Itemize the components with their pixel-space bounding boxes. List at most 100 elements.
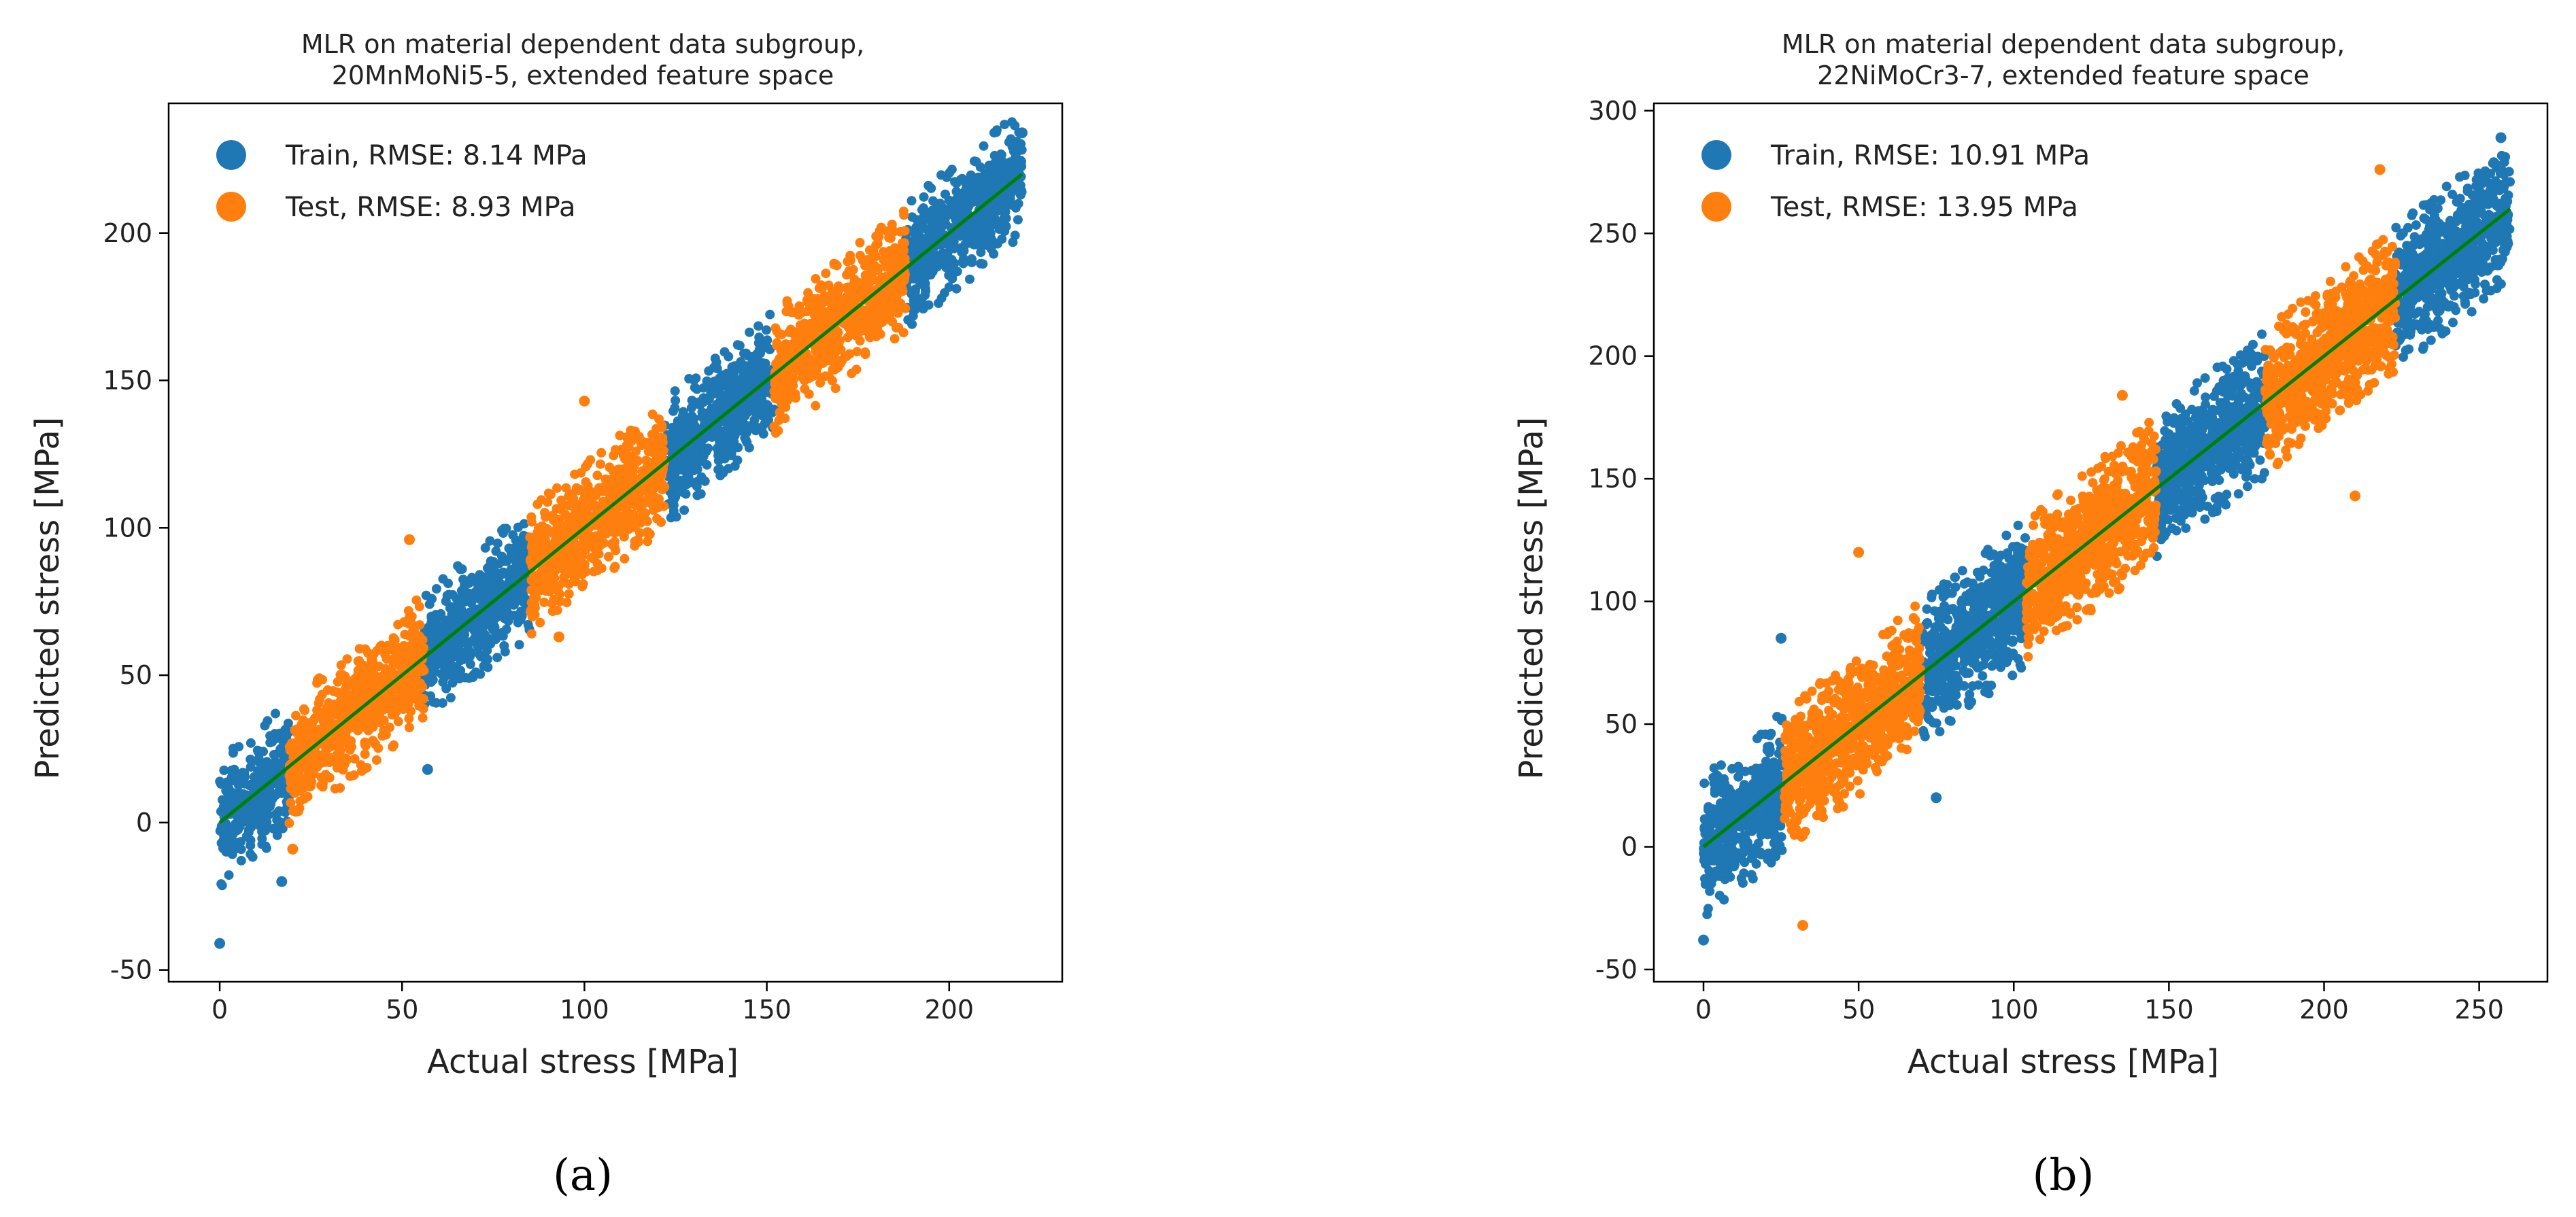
data-point xyxy=(1706,878,1716,889)
data-point xyxy=(341,681,352,691)
data-point xyxy=(851,364,862,375)
data-point xyxy=(586,553,596,563)
data-point xyxy=(565,500,575,510)
data-point xyxy=(1739,868,1749,878)
data-point xyxy=(811,400,821,411)
data-point xyxy=(1776,832,1786,842)
data-point xyxy=(945,167,955,177)
data-point xyxy=(830,354,840,364)
data-point xyxy=(848,288,858,298)
data-point xyxy=(730,427,740,437)
data-point xyxy=(718,447,728,457)
data-point xyxy=(1714,871,1725,881)
data-point xyxy=(261,843,271,853)
data-point xyxy=(985,165,995,175)
data-point xyxy=(1015,190,1026,200)
data-point xyxy=(356,760,366,770)
data-point xyxy=(928,267,938,277)
data-point xyxy=(928,205,938,216)
data-point xyxy=(625,477,635,487)
panel-label-a: (a) xyxy=(553,1150,613,1201)
data-point xyxy=(896,280,906,290)
data-point xyxy=(698,451,709,461)
data-point xyxy=(1770,799,1780,809)
data-point xyxy=(615,527,625,537)
data-point xyxy=(671,396,681,405)
data-point xyxy=(438,677,448,687)
data-point xyxy=(1726,844,1736,854)
data-point xyxy=(356,689,366,699)
x-tick-label: 100 xyxy=(560,995,609,1025)
data-point xyxy=(414,664,424,674)
data-point xyxy=(458,654,469,664)
data-point xyxy=(315,755,325,766)
data-point xyxy=(429,667,439,677)
data-point xyxy=(427,620,437,630)
data-point xyxy=(294,742,304,753)
data-point xyxy=(570,469,580,479)
data-point xyxy=(350,754,360,764)
data-point xyxy=(761,325,771,335)
data-point xyxy=(328,700,338,710)
data-point xyxy=(520,541,530,551)
data-point xyxy=(1730,859,1740,870)
data-point xyxy=(871,231,881,241)
data-point xyxy=(428,638,439,649)
data-point xyxy=(1739,846,1749,856)
data-point xyxy=(380,727,390,737)
data-point xyxy=(740,406,750,416)
data-point xyxy=(695,400,705,410)
data-point xyxy=(294,735,304,745)
data-point xyxy=(228,840,239,851)
data-point xyxy=(803,288,813,298)
data-point xyxy=(794,357,804,367)
data-point xyxy=(936,252,946,262)
data-point xyxy=(811,311,821,322)
data-point xyxy=(362,715,373,725)
chart-a-axes-frame xyxy=(167,102,1064,983)
data-point xyxy=(291,710,301,721)
data-point xyxy=(254,821,265,831)
data-point xyxy=(645,529,655,539)
data-point xyxy=(243,803,254,813)
data-point xyxy=(537,521,547,531)
data-point xyxy=(992,156,1002,167)
data-point xyxy=(216,779,226,789)
data-point xyxy=(1709,763,1719,773)
data-point xyxy=(545,572,556,583)
data-point xyxy=(271,789,282,800)
data-point xyxy=(921,286,931,296)
data-point xyxy=(691,373,701,383)
data-point xyxy=(539,597,549,607)
data-point xyxy=(278,778,288,789)
legend-marker xyxy=(216,192,246,222)
data-point xyxy=(983,230,993,240)
data-point xyxy=(532,530,542,540)
data-point xyxy=(229,825,239,835)
data-point xyxy=(707,408,717,418)
data-point xyxy=(344,742,354,752)
data-point xyxy=(492,653,503,663)
data-point xyxy=(832,297,843,307)
legend-marker xyxy=(216,140,246,170)
data-point xyxy=(634,432,644,442)
data-point xyxy=(547,598,557,608)
data-point xyxy=(691,458,701,468)
data-point xyxy=(679,505,690,515)
data-point xyxy=(552,605,562,615)
data-point xyxy=(719,436,729,446)
data-point xyxy=(490,561,500,571)
data-point xyxy=(924,229,934,239)
data-point xyxy=(415,620,425,630)
data-point xyxy=(224,870,234,880)
data-point xyxy=(324,742,334,753)
data-point xyxy=(687,395,697,405)
data-point xyxy=(1702,910,1712,920)
data-point xyxy=(503,555,513,565)
data-point xyxy=(751,407,761,417)
data-point xyxy=(407,669,418,679)
data-point xyxy=(720,426,730,436)
x-tick-label: 50 xyxy=(386,995,418,1025)
data-point xyxy=(431,584,441,594)
data-point xyxy=(276,876,288,887)
